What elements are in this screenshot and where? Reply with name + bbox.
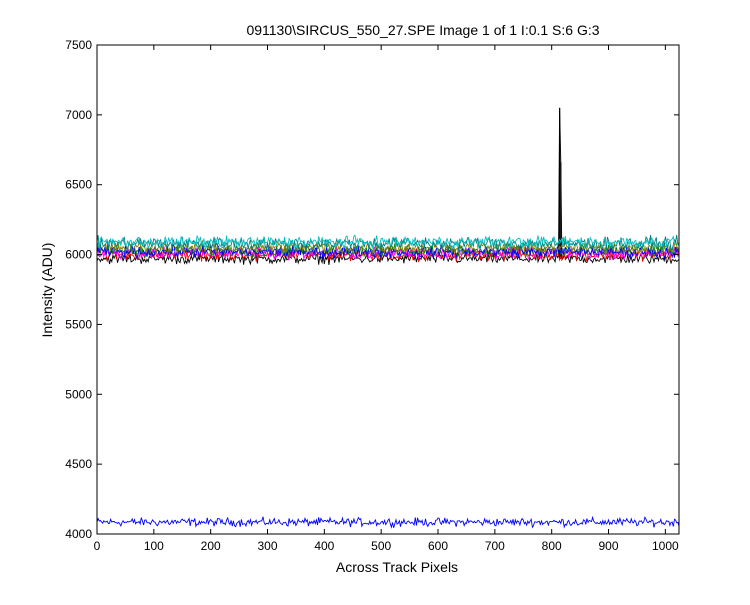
series-line-5 — [96, 243, 680, 260]
x-tick-label: 1000 — [652, 539, 679, 553]
x-tick-label: 100 — [144, 539, 164, 553]
x-tick-label: 400 — [314, 539, 334, 553]
y-tick-label: 4000 — [65, 527, 92, 541]
y-tick-label: 5000 — [65, 387, 92, 401]
plot-frame — [96, 44, 680, 535]
chart-title: 091130\SIRCUS_550_27.SPE Image 1 of 1 I:… — [246, 22, 599, 38]
y-tick-label: 4500 — [65, 457, 92, 471]
x-axis-label: Across Track Pixels — [336, 559, 458, 575]
plot-background — [97, 45, 679, 534]
x-tick-label: 0 — [94, 539, 101, 553]
x-tick-label: 800 — [542, 539, 562, 553]
series-line-6 — [96, 239, 680, 256]
y-axis-ticks: 4000 4500 5000 5500 6000 6500 7000 7500 — [65, 38, 679, 541]
x-tick-label: 600 — [428, 539, 448, 553]
x-axis-ticks: 0 100 200 300 400 500 600 700 800 900 1000 — [94, 45, 679, 553]
x-tick-label: 500 — [371, 539, 391, 553]
y-tick-label: 6000 — [65, 248, 92, 262]
y-tick-label: 6500 — [65, 178, 92, 192]
series-line-1 — [96, 515, 680, 529]
y-tick-label: 7500 — [65, 38, 92, 52]
x-tick-label: 300 — [257, 539, 277, 553]
y-tick-label: 5500 — [65, 317, 92, 331]
x-tick-label: 200 — [201, 539, 221, 553]
series-line-8 — [96, 234, 680, 251]
y-tick-label: 7000 — [65, 108, 92, 122]
y-axis-label: Intensity (ADU) — [39, 243, 55, 338]
series-layer — [96, 107, 680, 529]
x-tick-label: 900 — [599, 539, 619, 553]
x-tick-label: 700 — [485, 539, 505, 553]
